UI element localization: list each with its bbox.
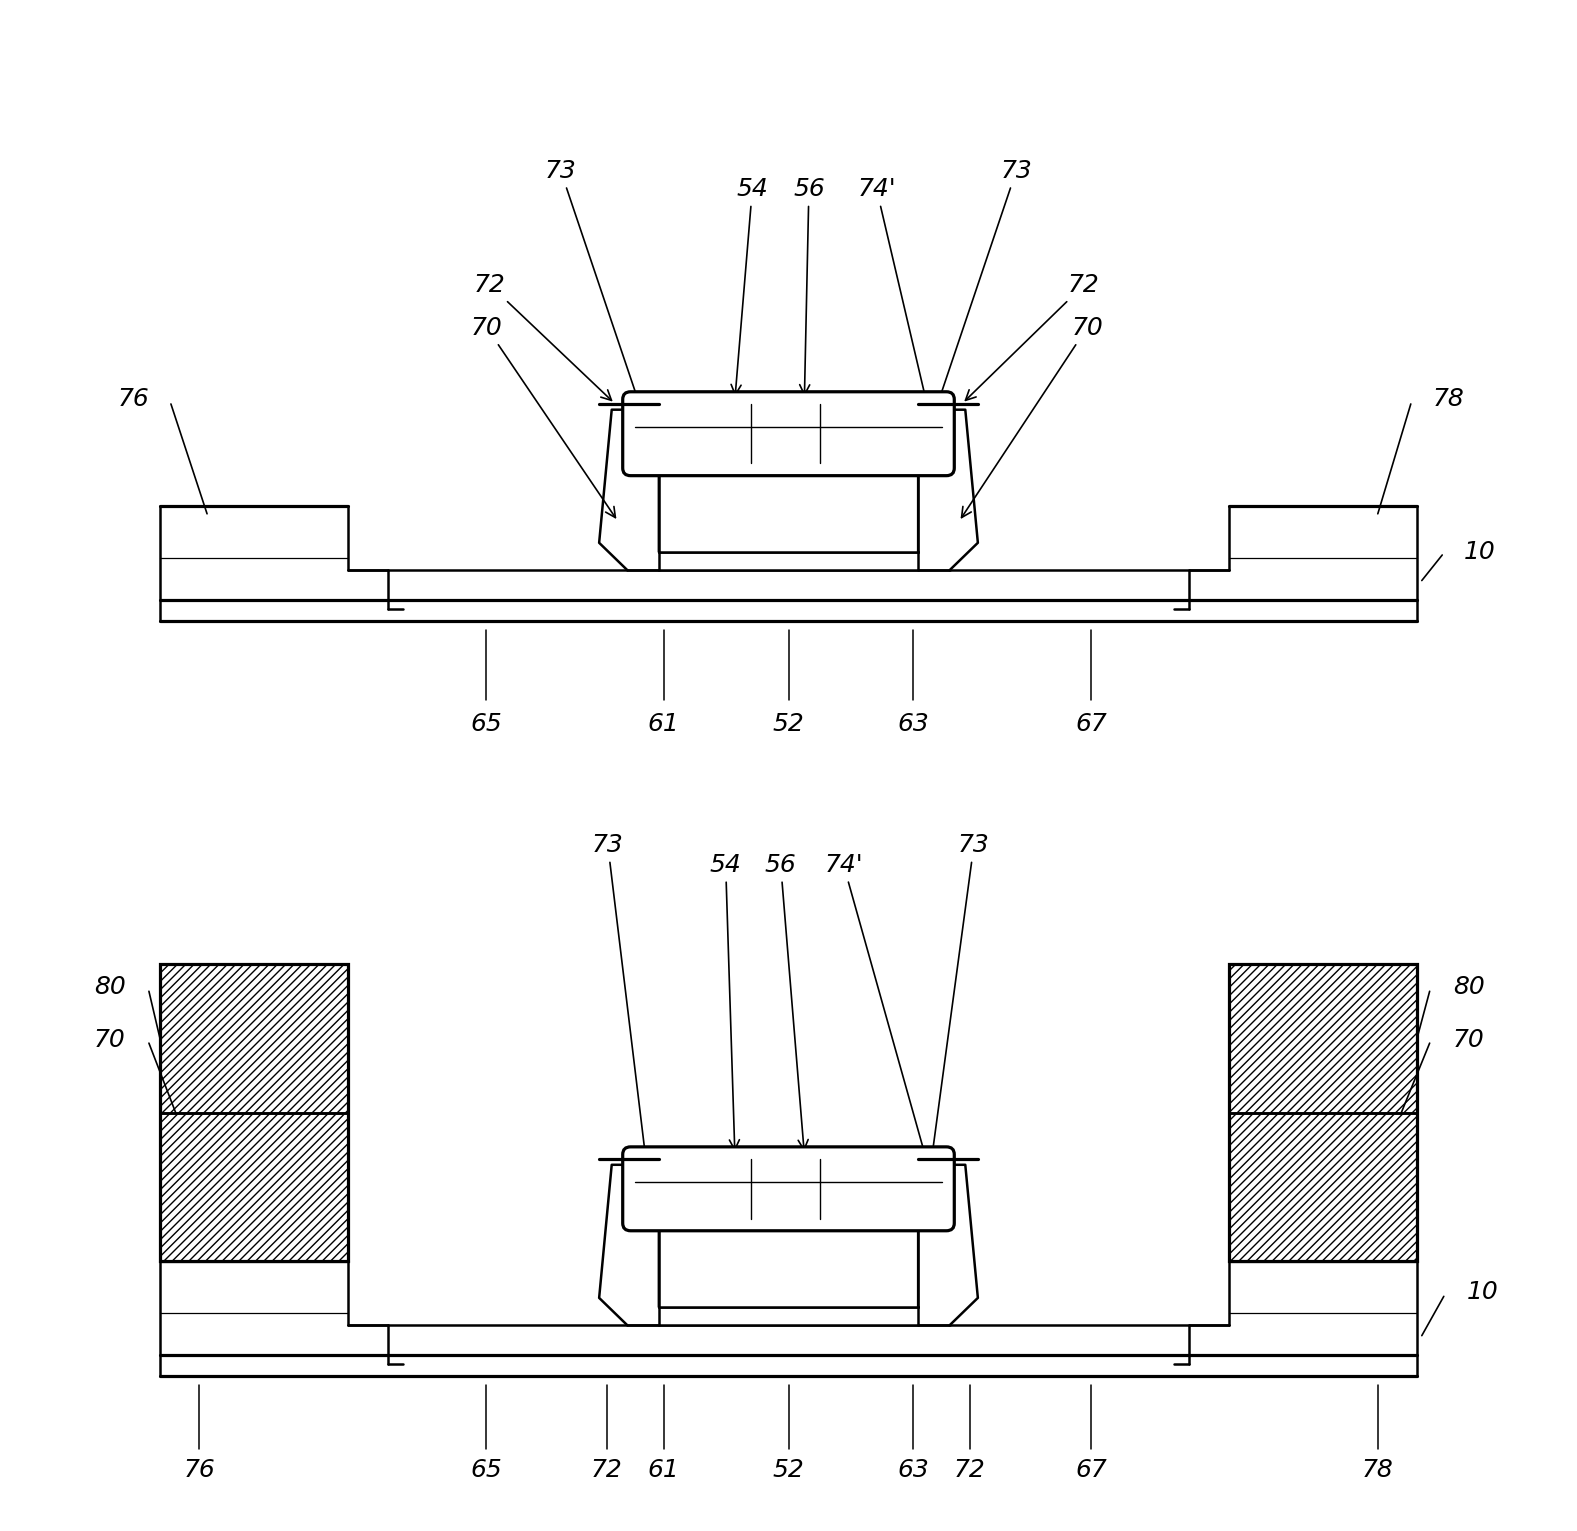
Text: 72: 72 xyxy=(475,273,612,401)
Bar xyxy=(659,468,918,553)
Text: 52: 52 xyxy=(773,1458,804,1482)
Text: 70: 70 xyxy=(1452,1029,1486,1052)
Text: 76: 76 xyxy=(183,1458,214,1482)
Text: 52: 52 xyxy=(773,712,804,736)
Text: 72: 72 xyxy=(965,273,1099,400)
Text: 61: 61 xyxy=(648,712,680,736)
Text: 65: 65 xyxy=(470,1458,501,1482)
Text: 72: 72 xyxy=(954,1458,986,1482)
Text: 10: 10 xyxy=(1467,1280,1500,1304)
Bar xyxy=(659,553,918,570)
Text: 78: 78 xyxy=(1432,387,1465,412)
Text: 72: 72 xyxy=(591,1458,623,1482)
Text: 54: 54 xyxy=(732,178,768,395)
Text: 70: 70 xyxy=(962,315,1102,517)
FancyBboxPatch shape xyxy=(623,392,954,476)
Text: 63: 63 xyxy=(897,712,929,736)
Bar xyxy=(659,1307,918,1326)
Text: 74': 74' xyxy=(858,178,932,415)
Text: 73: 73 xyxy=(924,833,990,1183)
Text: 54: 54 xyxy=(710,853,741,1150)
Text: 67: 67 xyxy=(1076,1458,1107,1482)
Bar xyxy=(159,965,349,1262)
Text: 61: 61 xyxy=(648,1458,680,1482)
Bar xyxy=(1228,965,1418,1262)
Text: 73: 73 xyxy=(927,159,1033,429)
Text: 56: 56 xyxy=(765,853,807,1150)
Text: 70: 70 xyxy=(93,1029,126,1052)
FancyBboxPatch shape xyxy=(623,1147,954,1231)
Text: 73: 73 xyxy=(544,159,650,429)
Text: 56: 56 xyxy=(793,178,825,395)
Text: 70: 70 xyxy=(472,315,615,517)
Text: 80: 80 xyxy=(93,975,126,998)
Text: 78: 78 xyxy=(1363,1458,1394,1482)
Text: 76: 76 xyxy=(117,387,150,412)
Text: 80: 80 xyxy=(1452,975,1486,998)
Text: 67: 67 xyxy=(1076,712,1107,736)
Text: 63: 63 xyxy=(897,1458,929,1482)
Text: 10: 10 xyxy=(1463,540,1497,563)
Text: 73: 73 xyxy=(591,833,653,1183)
Text: 65: 65 xyxy=(470,712,501,736)
Bar xyxy=(659,1223,918,1307)
Text: 74': 74' xyxy=(825,853,932,1171)
